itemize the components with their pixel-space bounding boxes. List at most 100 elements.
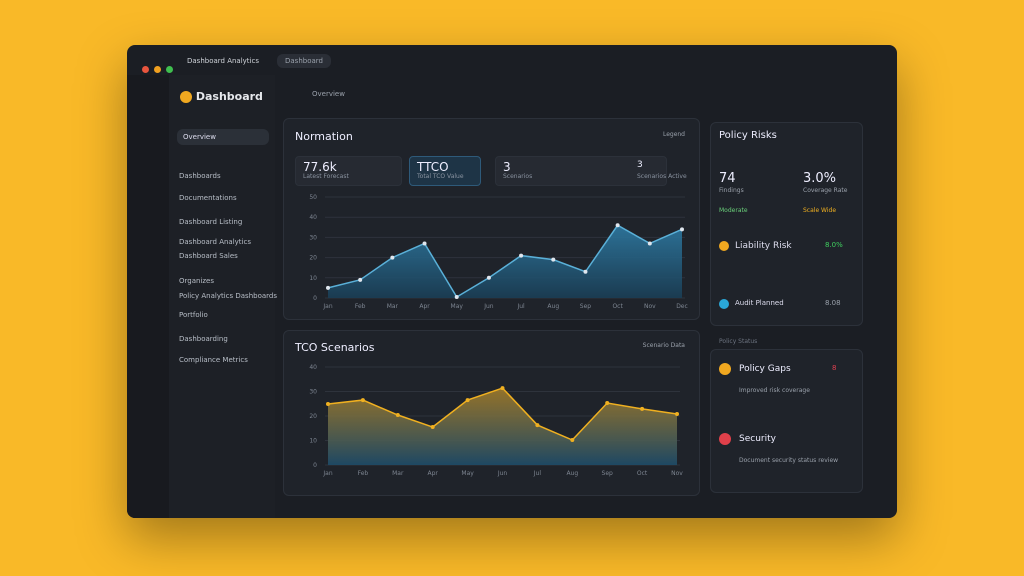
x-tick-label: Aug: [566, 470, 578, 477]
chart-title: Normation: [295, 130, 353, 143]
nav-item[interactable]: Dashboard Analytics: [179, 238, 251, 246]
x-tick-label: Apr: [428, 470, 439, 477]
item-value: 8.0%: [825, 241, 843, 249]
breadcrumb: Overview: [312, 90, 345, 98]
x-tick-label: Oct: [637, 470, 648, 477]
risk-panel: [710, 122, 863, 326]
y-tick-label: 40: [309, 364, 317, 371]
y-tick-label: 0: [313, 295, 317, 302]
kpi-card: [295, 156, 402, 186]
point: [570, 438, 575, 443]
x-tick-label: Oct: [612, 303, 623, 310]
app-window: Dashboard Analytics Dashboard Dashboard …: [127, 45, 897, 518]
item-label: Audit Planned: [735, 299, 784, 307]
item-value: 8.08: [825, 299, 841, 307]
kpi-label: Latest Forecast: [303, 173, 349, 180]
legend: Legend: [663, 131, 685, 138]
kpi-value: 3: [503, 160, 511, 174]
x-tick-label: May: [461, 470, 474, 477]
item-icon: [719, 241, 729, 251]
point: [551, 257, 556, 262]
x-tick-label: Sep: [580, 303, 592, 310]
item-label: Liability Risk: [735, 241, 792, 251]
y-tick-label: 20: [309, 413, 317, 420]
x-tick-label: Jan: [322, 303, 332, 310]
kpi-value: 3: [637, 160, 643, 170]
point: [615, 223, 620, 228]
caption: Policy Status: [719, 338, 758, 345]
kpi-label: Scenarios Active: [637, 173, 687, 180]
x-tick-label: Nov: [671, 470, 683, 477]
legend: Scenario Data: [643, 342, 686, 349]
item-icon: [719, 299, 729, 309]
charts: Normation Legend 0 10 20 30 40 50 Jan Feb Mar Apr Ma…: [294, 130, 688, 477]
point: [390, 255, 395, 260]
point: [605, 401, 610, 406]
nav-item[interactable]: Dashboarding: [179, 335, 228, 343]
nav-item[interactable]: Dashboards: [179, 172, 221, 180]
x-tick-label: Dec: [676, 303, 688, 310]
kpi-value: 77.6k: [303, 160, 337, 174]
point: [465, 398, 470, 403]
point: [583, 269, 588, 274]
item-icon: [719, 433, 731, 445]
point: [519, 253, 524, 258]
item-label: Security: [739, 434, 776, 444]
nav-active[interactable]: Overview: [177, 129, 269, 145]
x-tick-label: Jul: [516, 303, 525, 310]
nav-item[interactable]: Dashboard Listing: [179, 218, 243, 226]
kpi-value: TTCO: [417, 160, 449, 174]
point: [454, 294, 459, 299]
y-tick-label: 50: [309, 194, 317, 201]
x-tick-label: Mar: [387, 303, 399, 310]
nav-item[interactable]: Portfolio: [179, 311, 208, 319]
area: [328, 225, 682, 298]
point: [430, 425, 435, 430]
y-tick-label: 30: [309, 234, 317, 241]
brand-text: Dashboard: [195, 90, 263, 103]
chart-title: TCO Scenarios: [294, 341, 375, 354]
app-title: Dashboard Analytics: [187, 57, 259, 65]
y-tick-label: 10: [309, 275, 317, 282]
tag: Scale Wide: [803, 207, 837, 214]
item-note: Improved risk coverage: [739, 387, 810, 394]
stat-value: 74: [719, 171, 736, 186]
item-note: Document security status review: [739, 457, 839, 464]
tab[interactable]: Dashboard: [277, 54, 331, 68]
y-tick-label: 10: [309, 438, 317, 445]
x-tick-label: Feb: [358, 470, 369, 477]
line: [327, 224, 683, 299]
kpi-card: [409, 156, 481, 186]
item-icon: [719, 363, 731, 375]
point: [500, 386, 505, 391]
kpi-label: Total TCO Value: [417, 173, 464, 180]
nav-item[interactable]: Compliance Metrics: [179, 356, 248, 364]
panel-title: Policy Risks: [719, 130, 777, 141]
item-label: Policy Gaps: [739, 364, 791, 374]
point: [395, 413, 400, 418]
x-tick-label: Apr: [419, 303, 430, 310]
window-controls[interactable]: [142, 58, 174, 73]
point: [360, 398, 365, 403]
point: [680, 227, 684, 232]
point: [422, 241, 427, 246]
nav-item[interactable]: Policy Analytics Dashboards: [179, 292, 277, 300]
stat-label: Findings: [719, 187, 744, 194]
brand: Dashboard: [180, 90, 263, 103]
x-tick-label: Sep: [602, 470, 614, 477]
sidebar: [169, 75, 275, 518]
point: [675, 412, 679, 417]
point: [535, 423, 540, 428]
nav-item[interactable]: Dashboard Sales: [179, 252, 238, 260]
x-tick-label: Jan: [322, 470, 332, 477]
tag: Moderate: [719, 207, 748, 214]
icon-rail: [127, 75, 169, 518]
x-tick-label: Mar: [392, 470, 404, 477]
area: [328, 388, 677, 465]
nav-item[interactable]: Documentations: [179, 194, 237, 202]
x-tick-label: Jun: [497, 470, 508, 477]
x-tick-label: Jul: [533, 470, 542, 477]
nav-item[interactable]: Organizes: [179, 277, 215, 285]
stat-value: 3.0%: [803, 171, 837, 186]
